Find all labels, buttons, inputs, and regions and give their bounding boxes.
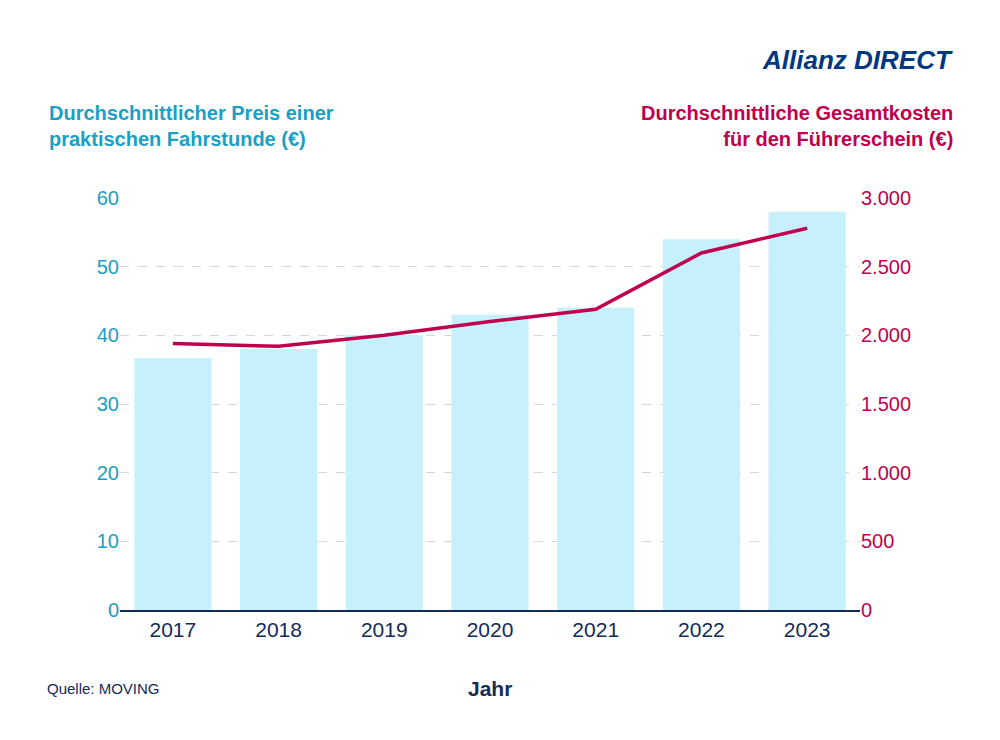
svg-text:2022: 2022 <box>678 618 725 641</box>
svg-text:2023: 2023 <box>784 618 831 641</box>
svg-text:10: 10 <box>97 530 119 552</box>
svg-text:0: 0 <box>108 599 119 621</box>
svg-text:60: 60 <box>97 187 119 209</box>
svg-text:Quelle: MOVING: Quelle: MOVING <box>47 680 160 697</box>
svg-text:Allianz DIRECT: Allianz DIRECT <box>762 45 953 75</box>
svg-text:2018: 2018 <box>255 618 302 641</box>
svg-text:Jahr: Jahr <box>468 677 512 700</box>
svg-text:1.500: 1.500 <box>861 393 911 415</box>
svg-text:3.000: 3.000 <box>861 187 911 209</box>
svg-text:2.000: 2.000 <box>861 324 911 346</box>
svg-text:2017: 2017 <box>150 618 197 641</box>
svg-text:2.500: 2.500 <box>861 256 911 278</box>
svg-text:0: 0 <box>861 599 872 621</box>
svg-text:500: 500 <box>861 530 894 552</box>
svg-text:1.000: 1.000 <box>861 462 911 484</box>
svg-text:50: 50 <box>97 256 119 278</box>
svg-text:20: 20 <box>97 462 119 484</box>
svg-text:40: 40 <box>97 324 119 346</box>
svg-text:2019: 2019 <box>361 618 408 641</box>
svg-text:2020: 2020 <box>467 618 514 641</box>
svg-text:30: 30 <box>97 393 119 415</box>
svg-text:Durchschnittliche Gesamtkosten: Durchschnittliche Gesamtkostenfür den Fü… <box>641 102 953 150</box>
svg-text:Durchschnittlicher Preis einer: Durchschnittlicher Preis einerpraktische… <box>49 102 334 150</box>
svg-text:2021: 2021 <box>572 618 619 641</box>
